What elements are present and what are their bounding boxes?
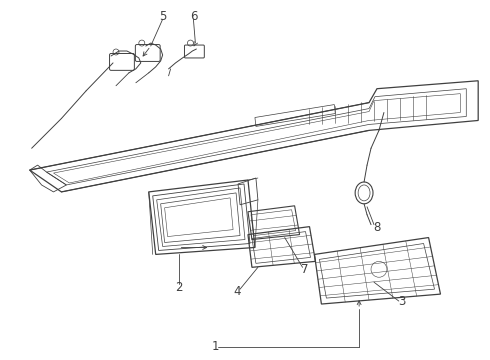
- Text: 5: 5: [159, 10, 166, 23]
- Text: 4: 4: [233, 285, 241, 298]
- Text: 3: 3: [398, 294, 405, 307]
- Text: 7: 7: [301, 263, 308, 276]
- Text: 1: 1: [212, 340, 219, 353]
- Text: 8: 8: [373, 221, 381, 234]
- Text: 6: 6: [190, 10, 197, 23]
- Text: 2: 2: [175, 281, 182, 294]
